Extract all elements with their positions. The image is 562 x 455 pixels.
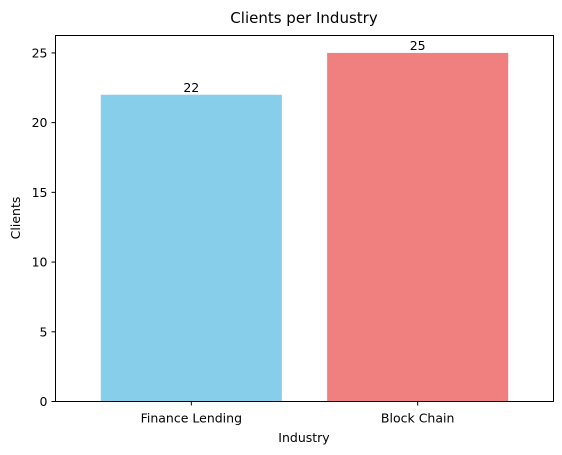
x-tick-label: Block Chain — [381, 411, 455, 426]
x-axis-label: Industry — [278, 430, 330, 445]
y-tick-label: 25 — [32, 45, 48, 60]
bar-block-chain — [327, 52, 509, 402]
y-axis-label: Clients — [8, 197, 23, 240]
y-tick-label: 15 — [32, 185, 48, 200]
bar-value-label: 25 — [410, 38, 426, 53]
plot-frame — [55, 35, 554, 402]
chart-title: Clients per Industry — [230, 9, 378, 27]
bar-value-label: 22 — [183, 80, 199, 95]
y-tick-label: 0 — [40, 394, 48, 409]
x-tick-label: Finance Lending — [141, 411, 242, 426]
bar-finance-lending — [100, 94, 282, 402]
y-tick-label: 5 — [40, 324, 48, 339]
y-tick-label: 10 — [32, 255, 48, 270]
y-tick-label: 20 — [32, 115, 48, 130]
